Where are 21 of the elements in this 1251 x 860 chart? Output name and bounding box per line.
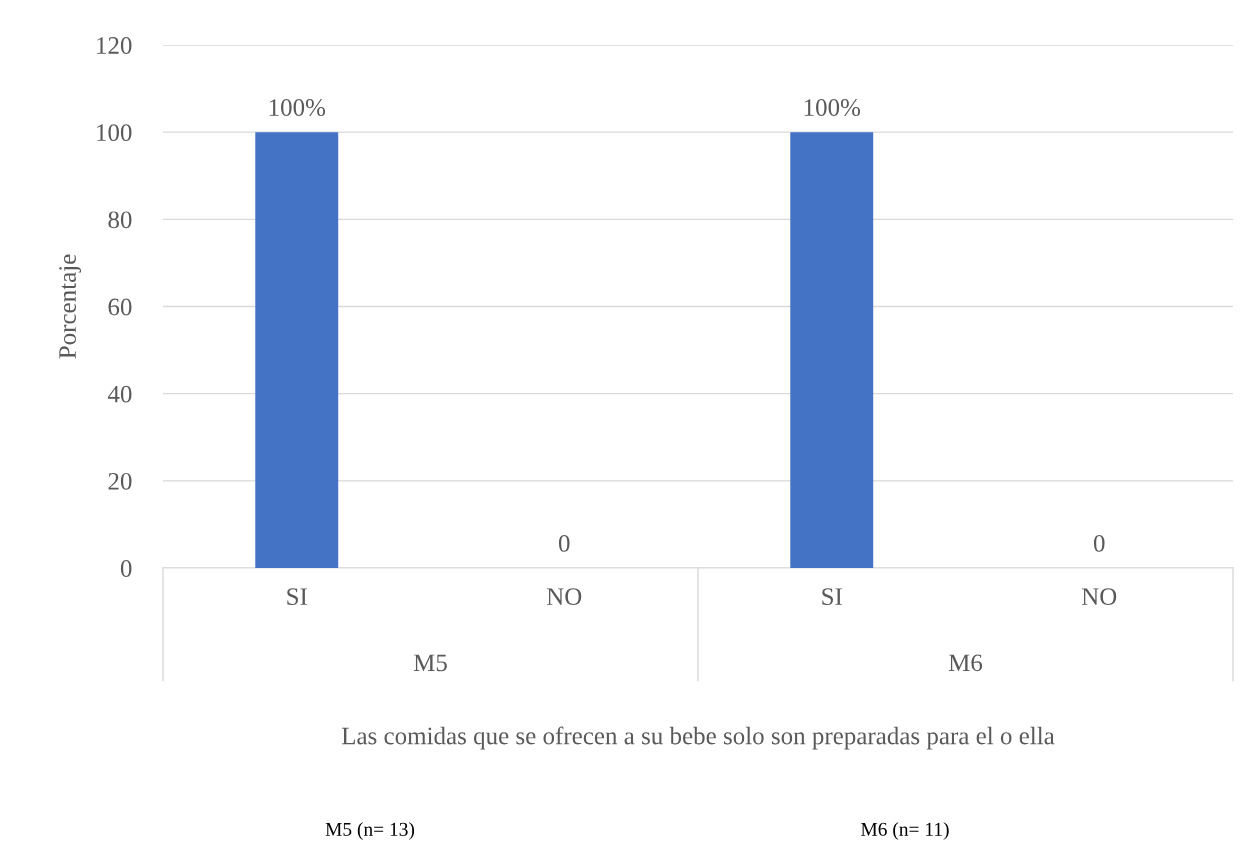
- data-label: 0: [558, 534, 570, 552]
- data-label: 100%: [269, 99, 326, 117]
- y-tick-label: 60: [108, 298, 132, 316]
- text: M6 (n= 11): [861, 822, 949, 840]
- y-tick-label: 80: [108, 211, 132, 229]
- text: M6: [948, 654, 983, 672]
- y-axis-title: Porcentaje: [59, 254, 82, 359]
- x-axis-title: Las comidas que se ofrecen a su bebe solo son preparadas para el o ella: [341, 726, 1055, 750]
- text: M5 (n= 13): [325, 822, 415, 840]
- y-tick-label: 100: [97, 124, 132, 142]
- x-tick-label: SI: [822, 588, 842, 606]
- x-tick-label: SI: [287, 588, 307, 606]
- x-tick-label: NO: [1081, 588, 1117, 606]
- x-tick-label: NO: [546, 588, 582, 606]
- text: M5: [413, 654, 447, 672]
- y-tick-label: 40: [107, 385, 132, 403]
- y-tick-label: 20: [108, 472, 132, 490]
- y-tick-label: 120: [97, 37, 132, 54]
- data-label: 100%: [804, 99, 861, 117]
- data-label: 0: [1093, 534, 1105, 552]
- y-tick-label: 0: [120, 560, 132, 577]
